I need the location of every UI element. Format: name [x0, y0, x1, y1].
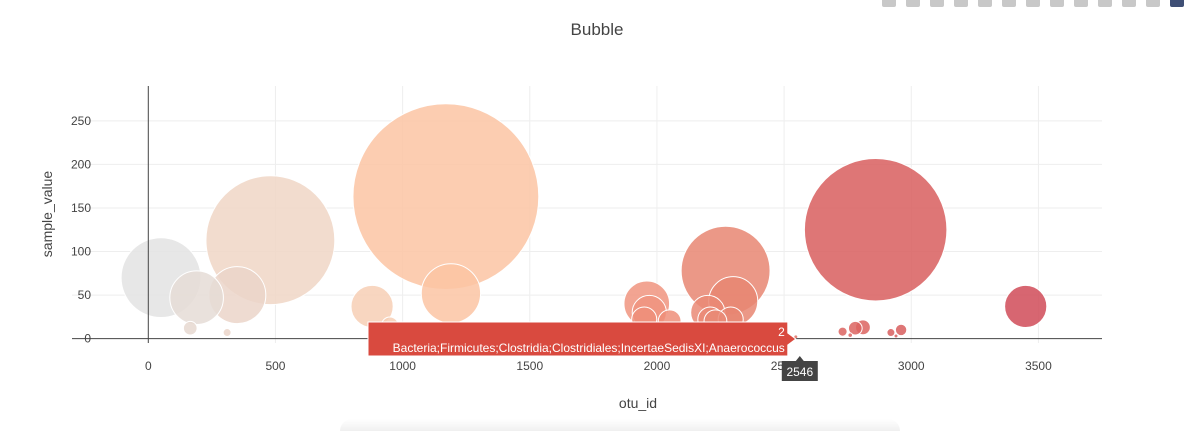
box-select-icon[interactable] [954, 0, 968, 7]
bubble-point [420, 263, 482, 324]
y-axis-title: sample_value [39, 171, 55, 258]
x-tick-label: 500 [265, 359, 285, 373]
bubble-point [169, 270, 224, 325]
zoom-icon[interactable] [906, 0, 920, 7]
x-tick-label: 2000 [644, 359, 671, 373]
plotly-logo-icon[interactable] [1170, 0, 1184, 7]
hover-x-label-box [781, 356, 818, 381]
hover-x-label: 2546 [786, 365, 813, 379]
lasso-icon[interactable] [978, 0, 992, 7]
modebar [882, 0, 1184, 8]
reset-axes-icon[interactable] [1074, 0, 1088, 7]
hover-closest-icon[interactable] [1122, 0, 1136, 7]
x-tick-label: 1000 [389, 359, 416, 373]
bubble-point [847, 320, 863, 336]
y-tick-label: 100 [71, 245, 91, 259]
x-tick-label: 3500 [1025, 359, 1052, 373]
hover-text-label: Bacteria;Firmicutes;Clostridia;Clostridi… [393, 341, 785, 355]
y-tick-label: 50 [78, 288, 92, 302]
x-tick-label: 0 [145, 359, 152, 373]
bubble-point [847, 332, 854, 338]
bubble-point [1004, 284, 1048, 329]
hover-value-label: 2 [778, 325, 785, 339]
y-tick-label: 200 [71, 157, 91, 171]
y-tick-label: 250 [71, 114, 91, 128]
pan-icon[interactable] [930, 0, 944, 7]
chart-title: Bubble [571, 20, 624, 39]
y-tick-labels: 0 50 100 150 200 250 [71, 114, 91, 346]
y-tick-label: 150 [71, 201, 91, 215]
hover-tooltip: 2 Bacteria;Firmicutes;Clostridia;Clostri… [367, 321, 818, 381]
x-tick-labels: 0500100015002000250030003500 [145, 359, 1052, 373]
bubble-point [886, 328, 896, 338]
hover-label-box [367, 321, 797, 357]
bubble-point [182, 320, 198, 336]
hover-compare-icon[interactable] [1146, 0, 1160, 7]
zoom-out-icon[interactable] [1026, 0, 1040, 7]
x-tick-label: 3000 [898, 359, 925, 373]
x-axis-title: otu_id [619, 395, 657, 411]
bubble-point [893, 333, 899, 339]
bubble-point [352, 103, 540, 291]
bubble-point [837, 326, 848, 337]
bubble-point [803, 157, 948, 302]
x-tick-label: 1500 [516, 359, 543, 373]
camera-icon[interactable] [882, 0, 896, 7]
autoscale-icon[interactable] [1050, 0, 1064, 7]
footer-shadow [340, 419, 900, 431]
bubble-series [120, 103, 1048, 340]
spike-lines-icon[interactable] [1098, 0, 1112, 7]
y-tick-label: 0 [84, 332, 91, 346]
bubble-point [222, 328, 232, 338]
zoom-in-icon[interactable] [1002, 0, 1016, 7]
bubble-point [894, 323, 908, 337]
